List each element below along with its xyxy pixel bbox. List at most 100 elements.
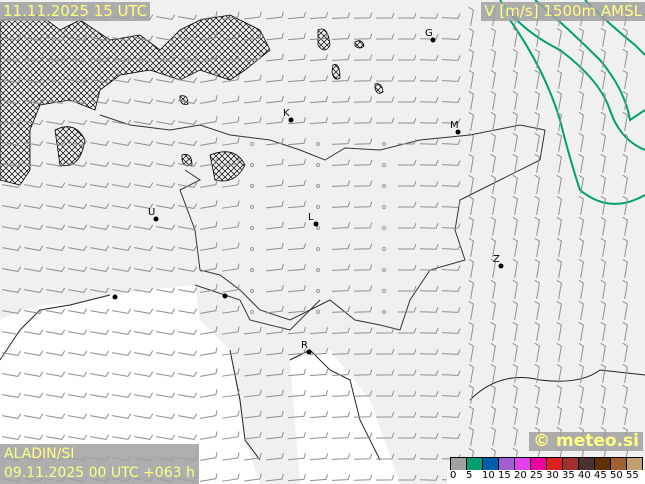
- calm-marker: [382, 163, 386, 167]
- wind-barb: [353, 243, 373, 250]
- wind-barb: [441, 97, 461, 103]
- wind-barb: [90, 56, 110, 62]
- wind-barb: [24, 35, 44, 41]
- wind-barb: [600, 363, 606, 383]
- legend-tick: 15: [498, 470, 511, 481]
- wind-barb: [134, 245, 154, 251]
- wind-barb: [200, 410, 218, 419]
- city-marker: [313, 221, 319, 227]
- wind-barb: [46, 77, 66, 83]
- wind-barb: [24, 392, 44, 398]
- wind-barb: [375, 327, 395, 334]
- wind-barb: [309, 96, 329, 104]
- wind-barb: [46, 35, 66, 41]
- legend-swatch: [451, 458, 467, 470]
- city-label: Z: [493, 254, 500, 265]
- wind-barb: [178, 413, 198, 419]
- wind-barb: [24, 245, 44, 251]
- wind-barb: [556, 258, 562, 278]
- wind-barb: [512, 321, 518, 341]
- wind-barb: [534, 90, 540, 110]
- wind-barb: [46, 392, 66, 398]
- wind-barb: [24, 56, 44, 62]
- wind-barb: [265, 389, 284, 398]
- wind-barb: [556, 363, 562, 383]
- legend-swatch: [579, 458, 595, 470]
- wind-barb: [490, 384, 496, 404]
- wind-barb: [68, 56, 88, 62]
- wind-barb: [397, 222, 417, 229]
- wind-barb: [441, 286, 461, 292]
- wind-barb: [578, 27, 584, 47]
- wind-barb: [112, 56, 132, 62]
- wind-barb: [287, 95, 306, 104]
- wind-barb: [244, 410, 262, 419]
- wind-barb: [490, 426, 496, 446]
- wind-barb: [68, 266, 88, 272]
- wind-barb: [512, 405, 518, 425]
- wind-barb: [24, 182, 44, 188]
- wind-barb: [622, 321, 628, 341]
- wind-barb: [534, 216, 540, 236]
- wind-barb: [112, 140, 132, 146]
- wind-barb: [397, 390, 417, 397]
- wind-barb: [556, 27, 562, 47]
- wind-barb: [134, 77, 154, 83]
- calm-marker: [250, 226, 254, 230]
- wind-barb: [222, 221, 240, 230]
- wind-barb: [90, 392, 110, 398]
- wind-barb: [46, 224, 66, 230]
- wind-barb: [24, 140, 44, 146]
- wind-barb: [490, 48, 496, 68]
- wind-barb: [534, 69, 540, 89]
- wind-barb: [68, 287, 88, 293]
- wind-barb: [287, 389, 306, 398]
- wind-barb: [2, 56, 22, 62]
- wind-barb: [622, 27, 628, 47]
- wind-barb: [397, 348, 417, 355]
- wind-barb: [178, 77, 198, 83]
- wind-barb: [331, 75, 351, 82]
- wind-barb: [331, 432, 351, 439]
- wind-barb: [2, 98, 22, 104]
- wind-barb: [353, 12, 373, 19]
- wind-barb: [622, 153, 628, 173]
- wind-barb: [468, 384, 474, 404]
- wind-barb: [244, 32, 262, 41]
- wind-barb: [68, 182, 88, 188]
- wind-barb: [46, 245, 66, 251]
- wind-barb: [600, 216, 606, 236]
- wind-barb: [24, 266, 44, 272]
- wind-barb: [490, 258, 496, 278]
- wind-barb: [600, 153, 606, 173]
- wind-barb: [200, 32, 218, 41]
- wind-barb: [68, 77, 88, 83]
- wind-barb: [556, 153, 562, 173]
- wind-barb: [441, 181, 461, 187]
- wind-barb: [441, 202, 461, 208]
- wind-barb: [622, 258, 628, 278]
- color-legend: [450, 457, 643, 471]
- wind-barb: [68, 161, 88, 167]
- wind-barb: [200, 347, 218, 356]
- wind-barb: [578, 363, 584, 383]
- wind-barb: [353, 54, 373, 61]
- wind-barb: [2, 161, 22, 167]
- wind-barb: [397, 75, 417, 82]
- wind-barb: [134, 287, 154, 293]
- wind-barb: [512, 27, 518, 47]
- wind-barb: [134, 371, 154, 377]
- wind-barb: [441, 370, 461, 376]
- city-marker: [288, 117, 294, 123]
- wind-barb: [200, 389, 218, 398]
- wind-barb: [512, 153, 518, 173]
- wind-barb: [534, 384, 540, 404]
- wind-barb: [600, 195, 606, 215]
- wind-barb: [287, 473, 306, 482]
- wind-barb: [419, 181, 439, 187]
- wind-barb: [222, 242, 240, 251]
- wind-barb: [200, 368, 218, 377]
- wind-barb: [112, 329, 132, 335]
- wind-barb: [200, 473, 218, 482]
- wind-barb: [419, 433, 439, 439]
